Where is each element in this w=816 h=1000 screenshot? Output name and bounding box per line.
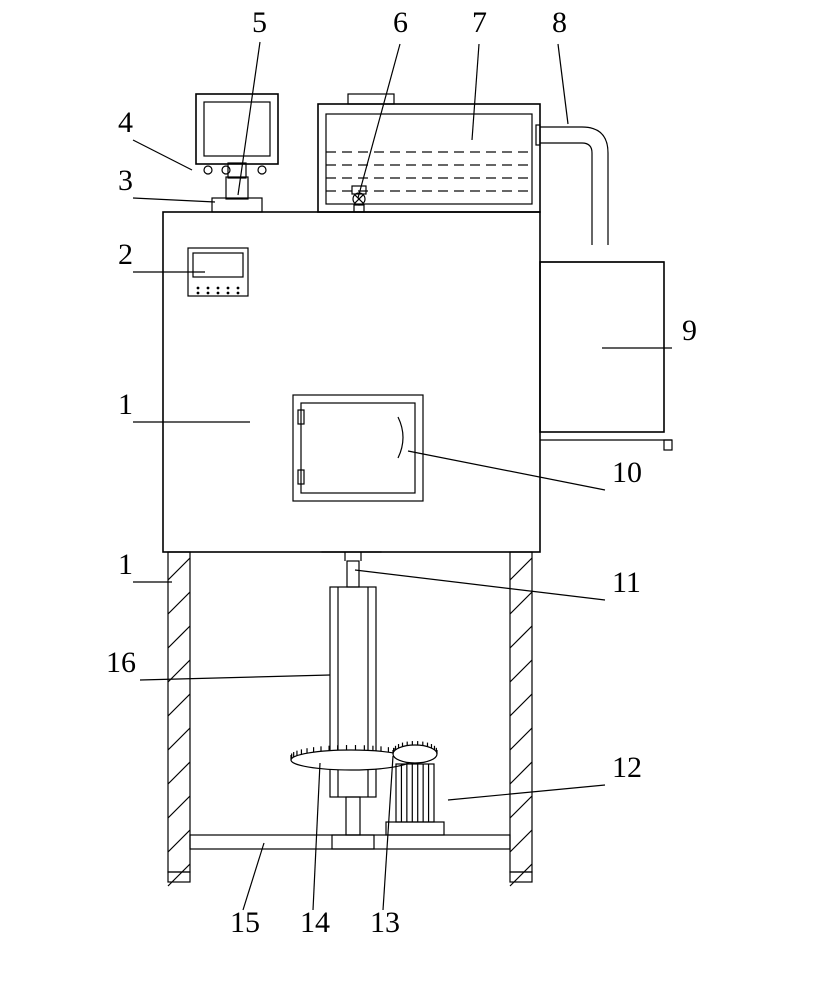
callout-l1b: 1 — [118, 548, 133, 582]
callout-l12: 12 — [612, 751, 642, 785]
callout-l3: 3 — [118, 164, 133, 198]
callout-l6: 6 — [393, 6, 408, 40]
callout-l16: 16 — [106, 646, 136, 680]
technical-drawing — [0, 0, 816, 1000]
callout-l5: 5 — [252, 6, 267, 40]
callout-l7: 7 — [472, 6, 487, 40]
callout-l10: 10 — [612, 456, 642, 490]
callout-l14: 14 — [300, 906, 330, 940]
callout-l13: 13 — [370, 906, 400, 940]
callout-l4: 4 — [118, 106, 133, 140]
callout-l8: 8 — [552, 6, 567, 40]
callout-l11: 11 — [612, 566, 641, 600]
callout-l9: 9 — [682, 314, 697, 348]
callout-l1a: 1 — [118, 388, 133, 422]
callout-l15: 15 — [230, 906, 260, 940]
callout-l2: 2 — [118, 238, 133, 272]
drawing-stage: 567843219101111612151413 — [0, 0, 816, 1000]
